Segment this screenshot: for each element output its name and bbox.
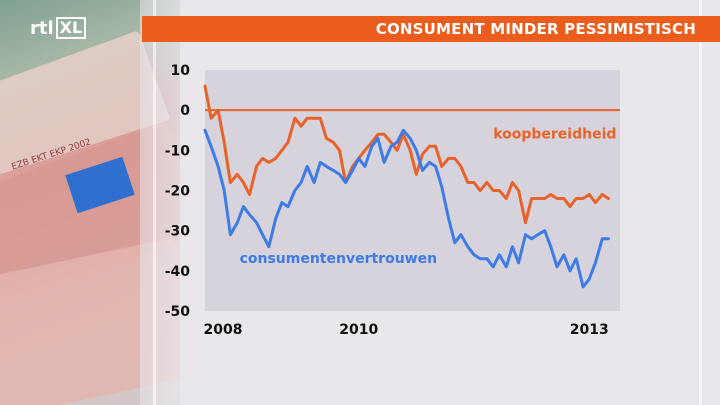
logo-suffix: XL [55, 17, 87, 39]
chart-title: CONSUMENT MINDER PESSIMISTISCH [375, 20, 696, 38]
x-tick-label: 2010 [339, 322, 378, 338]
y-tick-label: 10 [171, 63, 191, 79]
series-label-koopbereidheid: koopbereidheid [493, 126, 616, 142]
plot-area [205, 70, 620, 311]
y-tick-label: -20 [165, 184, 191, 200]
y-tick-label: -30 [165, 224, 191, 240]
y-tick-label: -40 [165, 264, 191, 280]
decorative-stripe [153, 0, 156, 405]
logo-prefix: rtl [30, 17, 54, 39]
x-tick-label: 2013 [570, 322, 609, 338]
title-bar: CONSUMENT MINDER PESSIMISTISCH [142, 16, 720, 42]
y-tick-label: -10 [165, 143, 191, 159]
decorative-stripe [699, 0, 702, 405]
series-line-koopbereidheid [203, 84, 610, 225]
y-tick-label: 0 [180, 103, 190, 119]
series-line-consumentenvertrouwen [203, 128, 610, 289]
x-tick-label: 2008 [204, 322, 243, 338]
rtl-xl-logo: rtl XL [30, 16, 87, 40]
series-label-consumentenvertrouwen: consumentenvertrouwen [240, 251, 437, 267]
y-tick-label: -50 [165, 304, 191, 320]
